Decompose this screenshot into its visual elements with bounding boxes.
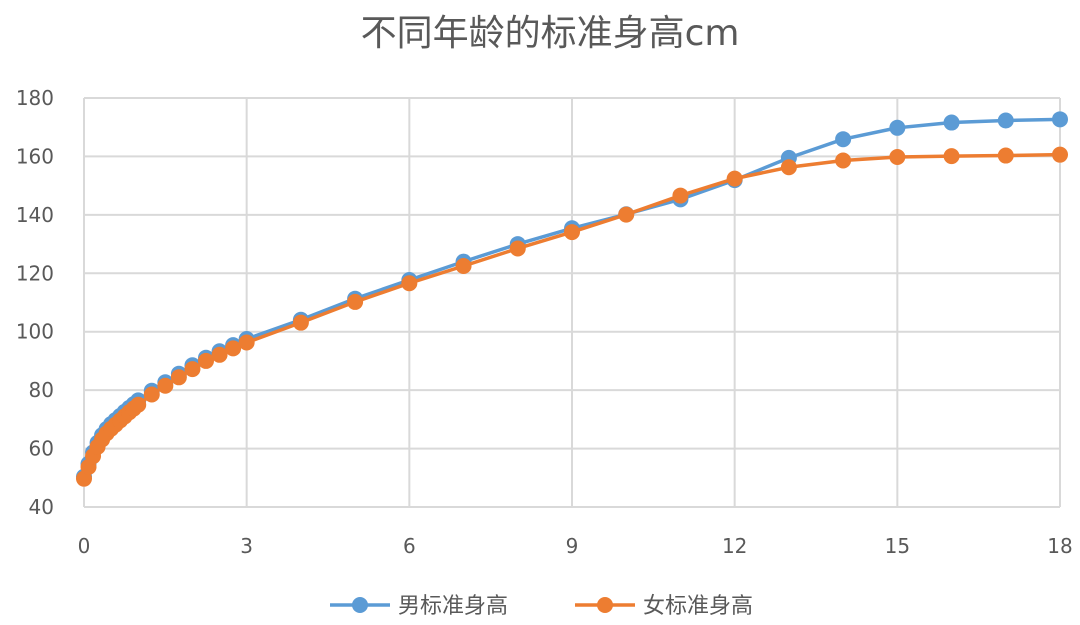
- x-tick-label: 3: [240, 534, 253, 558]
- data-point: [672, 187, 689, 204]
- y-tick-label: 160: [16, 144, 54, 168]
- data-point: [780, 159, 797, 176]
- y-tick-label: 180: [16, 86, 54, 110]
- legend-marker: [352, 597, 368, 613]
- x-tick-label: 0: [78, 534, 91, 558]
- legend-label: 男标准身高: [398, 594, 508, 619]
- x-tick-label: 18: [1047, 534, 1072, 558]
- y-tick-label: 100: [16, 320, 54, 344]
- data-point: [835, 131, 852, 148]
- data-point: [143, 386, 160, 403]
- data-point: [130, 396, 147, 413]
- x-tick-label: 6: [403, 534, 416, 558]
- legend-item: 男标准身高: [330, 594, 508, 619]
- legend-item: 女标准身高: [575, 594, 753, 619]
- series-female: [76, 146, 1068, 487]
- data-point: [211, 346, 228, 363]
- data-point: [455, 257, 472, 274]
- data-point: [997, 112, 1014, 129]
- y-tick-label: 80: [29, 378, 54, 402]
- data-point: [1052, 111, 1068, 128]
- data-point: [170, 369, 187, 386]
- x-tick-label: 15: [885, 534, 910, 558]
- chart-title: 不同年龄的标准身高cm: [361, 13, 740, 54]
- x-tick-label: 12: [722, 534, 747, 558]
- data-point: [726, 170, 743, 187]
- legend-marker: [597, 597, 613, 613]
- data-point: [835, 152, 852, 169]
- data-point: [238, 334, 255, 351]
- data-point: [943, 114, 960, 131]
- data-point: [618, 206, 635, 223]
- y-tick-label: 140: [16, 203, 54, 227]
- data-point: [198, 352, 214, 369]
- data-point: [184, 361, 201, 378]
- data-point: [157, 377, 174, 394]
- y-tick-label: 60: [29, 437, 54, 461]
- data-point: [401, 275, 418, 292]
- data-point: [564, 224, 580, 241]
- data-point: [889, 149, 906, 166]
- data-point: [889, 119, 906, 136]
- data-point: [225, 340, 242, 357]
- data-point: [1052, 146, 1068, 163]
- data-point: [943, 148, 960, 165]
- x-tick-label: 9: [566, 534, 579, 558]
- data-point: [347, 293, 364, 310]
- data-point: [509, 240, 526, 257]
- legend-label: 女标准身高: [643, 594, 753, 619]
- y-tick-label: 40: [29, 495, 54, 519]
- data-point: [292, 314, 309, 331]
- y-tick-label: 120: [16, 261, 54, 285]
- data-point: [997, 147, 1014, 164]
